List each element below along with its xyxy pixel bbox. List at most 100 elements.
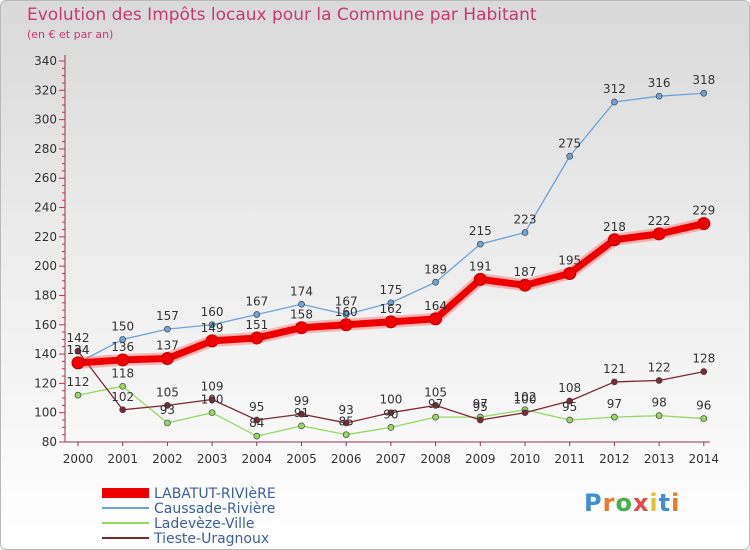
data-label: 97 [473, 397, 488, 411]
data-point [611, 98, 618, 106]
legend-label: LABATUT-RIVIèRE [154, 486, 276, 502]
data-label: 151 [245, 318, 268, 332]
x-tick-label: 2004 [242, 452, 273, 466]
data-point [697, 217, 711, 231]
data-label: 167 [245, 295, 268, 309]
data-point [298, 410, 305, 418]
data-point [476, 416, 484, 424]
y-tick-label: 100 [34, 406, 57, 420]
legend-label: Caussade-Rivière [154, 501, 275, 517]
data-point [298, 300, 305, 308]
logo-letter: o [615, 489, 633, 517]
data-label: 158 [290, 308, 313, 322]
data-label: 95 [249, 400, 264, 414]
data-point [71, 356, 85, 370]
data-label: 150 [111, 319, 134, 333]
x-tick-label: 2003 [197, 452, 228, 466]
y-tick-label: 140 [34, 347, 57, 361]
logo-letter: P [584, 489, 603, 517]
data-label: 134 [67, 343, 90, 357]
data-label: 93 [339, 403, 354, 417]
data-point [119, 406, 127, 414]
series-layer [71, 89, 711, 440]
x-tick-label: 2005 [286, 452, 317, 466]
data-label: 164 [424, 299, 447, 313]
logo-letter: i [649, 489, 659, 517]
x-tick-label: 2014 [689, 452, 720, 466]
data-point [387, 423, 395, 431]
data-point [342, 431, 350, 439]
data-label: 102 [514, 390, 537, 404]
data-point [566, 416, 574, 424]
x-tick-label: 2009 [465, 452, 496, 466]
axes: 80 100 120 140 160 180 200 220 240 260 280 300 320 34… [34, 54, 719, 466]
y-tick-label: 300 [34, 113, 57, 127]
data-label: 187 [514, 265, 537, 279]
y-tick-label: 320 [34, 83, 57, 97]
data-label: 85 [339, 415, 354, 429]
data-label: 100 [201, 393, 224, 407]
data-point [700, 415, 708, 422]
data-point [429, 312, 443, 326]
x-tick-label: 2006 [331, 452, 362, 466]
chart-title: Evolution des Impôts locaux pour la Comm… [27, 5, 537, 25]
data-point [607, 233, 621, 247]
data-point [518, 278, 532, 292]
data-label: 93 [160, 403, 175, 417]
x-tick-label: 2008 [420, 452, 451, 466]
data-point [253, 416, 261, 424]
data-label: 167 [335, 295, 358, 309]
data-label: 102 [111, 390, 134, 404]
data-point [74, 347, 82, 355]
y-tick-label: 180 [34, 288, 57, 302]
data-label: 149 [201, 321, 224, 335]
logo-letter: x [632, 489, 650, 517]
data-point [521, 409, 529, 417]
data-point [655, 377, 663, 384]
data-point [116, 353, 130, 367]
data-label: 162 [379, 302, 402, 316]
data-point [164, 325, 171, 333]
data-label: 223 [514, 212, 537, 226]
data-label: 157 [156, 309, 179, 323]
data-label: 95 [562, 400, 577, 414]
data-label: 100 [379, 393, 402, 407]
data-label: 105 [424, 385, 447, 399]
data-point [208, 409, 216, 417]
data-label: 84 [249, 416, 264, 430]
data-label: 312 [603, 82, 626, 96]
data-point [342, 311, 350, 318]
data-point [700, 368, 708, 376]
logo-letter: i [671, 489, 681, 517]
y-tick-label: 80 [42, 435, 57, 449]
data-point [295, 321, 308, 335]
data-label: 222 [648, 214, 671, 228]
data-point [253, 432, 261, 440]
data-label: 112 [67, 375, 90, 389]
x-tick-label: 2002 [152, 452, 183, 466]
data-point [476, 240, 484, 248]
y-tick-label: 260 [34, 171, 57, 185]
data-label: 316 [648, 76, 671, 90]
data-point [208, 321, 216, 329]
data-label: 229 [692, 204, 715, 218]
data-label: 174 [290, 284, 313, 298]
data-label: 118 [111, 366, 134, 380]
data-label: 105 [156, 385, 179, 399]
data-point [563, 266, 577, 280]
x-tick-label: 2012 [599, 452, 630, 466]
data-label: 134 [67, 343, 90, 357]
data-point [473, 272, 487, 286]
data-point [700, 89, 708, 97]
y-tick-label: 120 [34, 376, 57, 390]
legend-label: Ladevèze-Ville [154, 516, 255, 532]
data-label: 98 [651, 396, 666, 410]
proxiti-logo: Proxiti [584, 489, 680, 517]
data-point [387, 299, 395, 307]
data-label: 160 [201, 305, 224, 319]
y-tick-label: 340 [34, 54, 57, 68]
data-label: 97 [428, 397, 443, 411]
